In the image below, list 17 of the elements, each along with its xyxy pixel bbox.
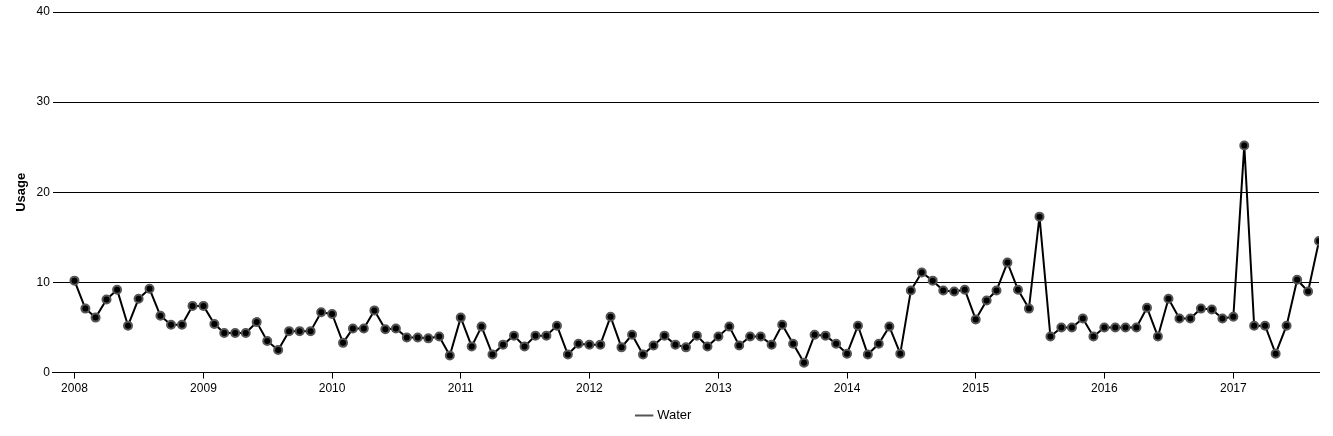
x-tick-label: 2009 xyxy=(190,381,218,396)
x-tick-label: 2008 xyxy=(61,381,89,396)
x-tick-label: 2013 xyxy=(705,381,733,396)
y-tick-label: 0 xyxy=(43,364,51,379)
x-tick-label: 2016 xyxy=(1091,381,1119,396)
legend-label: Water xyxy=(657,407,693,423)
y-tick-label: 30 xyxy=(36,94,51,109)
x-tick-label: 2014 xyxy=(833,381,861,396)
x-tick-label: 2010 xyxy=(318,381,346,396)
x-tick-label: 2015 xyxy=(962,381,990,396)
x-tick-label: 2017 xyxy=(1220,381,1248,396)
y-tick-label: 20 xyxy=(36,184,51,199)
y-tick-label: 40 xyxy=(36,4,51,19)
y-axis-title: Usage xyxy=(13,172,29,212)
x-tick-label: 2011 xyxy=(447,381,474,396)
y-tick-label: 10 xyxy=(36,274,51,289)
x-tick-label: 2012 xyxy=(576,381,604,396)
